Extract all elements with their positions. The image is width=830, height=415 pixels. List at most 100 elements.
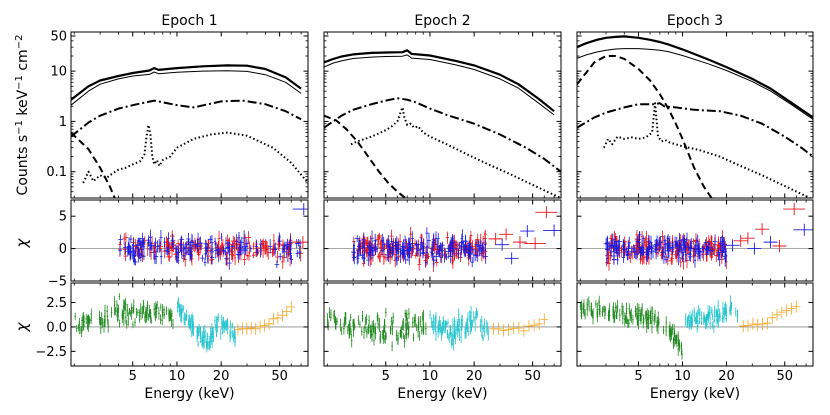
data-point bbox=[605, 253, 609, 265]
data-point bbox=[651, 320, 653, 334]
data-point bbox=[641, 235, 645, 242]
data-point bbox=[403, 335, 406, 348]
data-point bbox=[652, 240, 658, 252]
data-point bbox=[656, 245, 661, 255]
data-point bbox=[135, 244, 138, 252]
data-point bbox=[399, 329, 401, 338]
data-point bbox=[465, 321, 467, 329]
data-point bbox=[185, 314, 187, 321]
epoch3-spectrum-reflection-line bbox=[602, 102, 813, 198]
outlier-point bbox=[488, 232, 503, 245]
data-point bbox=[210, 234, 214, 251]
data-point bbox=[377, 253, 380, 260]
data-point bbox=[675, 236, 679, 247]
data-point bbox=[668, 236, 672, 252]
data-point bbox=[792, 300, 801, 313]
data-point bbox=[204, 329, 206, 343]
data-point bbox=[419, 315, 422, 328]
data-point bbox=[347, 323, 350, 331]
data-point bbox=[206, 239, 211, 248]
data-point bbox=[256, 320, 265, 333]
data-point bbox=[417, 316, 420, 329]
epoch2-spectrum-total-model-line bbox=[324, 54, 555, 116]
data-point bbox=[646, 319, 648, 333]
data-point bbox=[335, 318, 337, 330]
data-point bbox=[259, 239, 263, 249]
data-point bbox=[358, 236, 361, 245]
data-point bbox=[721, 239, 727, 251]
data-point bbox=[616, 255, 619, 265]
data-point bbox=[81, 318, 83, 332]
data-point bbox=[133, 255, 136, 265]
epoch3-residuals-b-x-ticks: 5 10 20 50 bbox=[579, 283, 807, 384]
data-point bbox=[285, 238, 290, 250]
data-point bbox=[691, 309, 693, 320]
data-point bbox=[419, 233, 423, 242]
data-point bbox=[377, 318, 379, 330]
data-point bbox=[281, 245, 284, 254]
data-point bbox=[198, 236, 203, 250]
data-point bbox=[530, 319, 539, 332]
data-point bbox=[763, 317, 772, 330]
data-point bbox=[378, 247, 383, 263]
epoch3-residuals-b-y-ticks bbox=[577, 302, 813, 352]
data-point bbox=[247, 322, 256, 334]
data-point bbox=[614, 302, 617, 313]
data-point bbox=[696, 325, 698, 333]
data-point bbox=[472, 248, 476, 262]
x-axis-label: Energy (keV) bbox=[144, 386, 234, 402]
data-point bbox=[615, 312, 618, 320]
column-title: Epoch 2 bbox=[414, 13, 470, 29]
data-point bbox=[660, 230, 665, 243]
data-point bbox=[535, 317, 544, 330]
data-point bbox=[350, 328, 352, 336]
data-point bbox=[349, 329, 351, 338]
x-tick-label: 5 bbox=[634, 369, 642, 384]
data-point bbox=[382, 326, 385, 340]
data-point bbox=[152, 244, 156, 260]
data-point bbox=[394, 252, 399, 264]
data-point bbox=[167, 252, 172, 262]
data-point bbox=[696, 242, 702, 255]
data-point bbox=[656, 316, 658, 328]
epoch2-residuals-a-blue-points bbox=[351, 227, 489, 268]
epoch3-spectrum-frame bbox=[576, 31, 814, 199]
data-point bbox=[167, 243, 170, 255]
data-point bbox=[432, 324, 435, 335]
data-point bbox=[434, 258, 439, 267]
data-point bbox=[217, 313, 220, 323]
data-point bbox=[579, 302, 582, 310]
data-point bbox=[164, 246, 168, 255]
data-point bbox=[192, 315, 194, 328]
data-point bbox=[475, 249, 480, 262]
data-point bbox=[717, 252, 723, 267]
outlier-point bbox=[772, 240, 787, 253]
x-tick-label: 20 bbox=[718, 369, 735, 384]
data-point bbox=[127, 312, 130, 326]
data-point bbox=[519, 324, 528, 337]
data-point bbox=[673, 323, 675, 334]
data-point bbox=[366, 328, 368, 335]
data-point bbox=[613, 311, 616, 323]
data-point bbox=[186, 246, 192, 256]
data-point bbox=[499, 324, 508, 337]
outlier-point bbox=[793, 223, 813, 236]
data-point bbox=[136, 237, 140, 253]
data-point bbox=[457, 248, 460, 260]
data-point bbox=[647, 240, 651, 257]
data-point bbox=[467, 326, 470, 336]
epoch3-residuals-a-blue-points bbox=[603, 231, 728, 268]
data-point bbox=[265, 317, 273, 330]
data-point bbox=[591, 309, 593, 317]
data-point bbox=[611, 251, 617, 261]
epoch3-spectrum-total-model-line bbox=[577, 48, 813, 120]
data-point bbox=[376, 312, 379, 322]
x-tick-label: 5 bbox=[129, 369, 137, 384]
epoch2-spectrum-disk-line bbox=[324, 114, 406, 198]
data-point bbox=[343, 322, 345, 335]
data-point bbox=[186, 232, 191, 246]
data-point bbox=[357, 243, 361, 257]
data-point bbox=[435, 312, 437, 324]
data-point bbox=[328, 307, 331, 319]
data-point bbox=[274, 260, 280, 269]
